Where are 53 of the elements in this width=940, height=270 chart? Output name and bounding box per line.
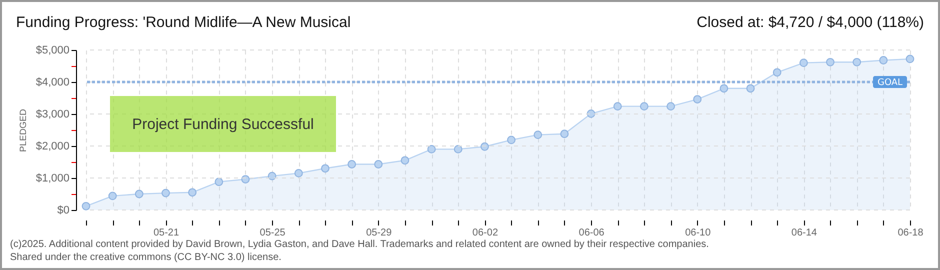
- x-tick-label: 06-06: [578, 228, 605, 238]
- point: [321, 164, 330, 173]
- x-tick-label: 05-25: [260, 228, 286, 238]
- point: [427, 145, 436, 154]
- point: [666, 102, 675, 111]
- x-tick-label: 06-18: [898, 228, 924, 238]
- y-tick-label: $2,000: [36, 140, 70, 152]
- point: [400, 156, 410, 165]
- point: [906, 54, 914, 64]
- point: [613, 102, 622, 111]
- point: [82, 202, 90, 210]
- point: [640, 102, 648, 111]
- text: Shared under the creative commons (CC BY-NC 3.0) license.: [10, 251, 282, 264]
- point: [294, 169, 303, 178]
- point: [852, 58, 862, 66]
- point: [268, 172, 276, 180]
- y-tick-label: $4,000: [36, 76, 70, 88]
- point: [480, 142, 489, 151]
- point: [879, 56, 888, 64]
- x-tick-label: 06-02: [472, 228, 498, 238]
- point: [108, 192, 117, 200]
- chart-subtitle: Closed at: $4,720 / $4,000 (118%): [696, 14, 924, 31]
- chart-title: Funding Progress: 'Round Midlife—A New Musical: [16, 14, 351, 31]
- point: [746, 84, 755, 93]
- point: [374, 160, 383, 168]
- point: [799, 58, 808, 67]
- point: [826, 58, 834, 66]
- point: [162, 188, 170, 198]
- text: (c)2025. Additional content provided by David Brown, Lydia Gaston, and Dave Hall. Trademarks and related content are owned by their respective companies.: [10, 238, 709, 251]
- point: [560, 130, 569, 138]
- point: [772, 68, 782, 77]
- y-tick-label: $0: [57, 204, 70, 216]
- point: [348, 160, 356, 168]
- point: [188, 188, 197, 197]
- banner: Project Funding Successful: [110, 96, 336, 152]
- point: [214, 178, 224, 186]
- point: [693, 95, 702, 104]
- x-tick-label: 05-29: [366, 228, 392, 238]
- point: [134, 190, 144, 198]
- point: [454, 145, 462, 154]
- point: [586, 109, 596, 118]
- point: [507, 136, 516, 144]
- y-tick-label: $3,000: [36, 108, 70, 120]
- point: [720, 84, 728, 93]
- point: [534, 130, 542, 139]
- x-tick-label: 05-21: [153, 228, 180, 238]
- y-tick-label: $1,000: [36, 172, 70, 184]
- y-axis-title: PLEDGED: [18, 108, 28, 152]
- x-tick-label: 06-10: [685, 228, 712, 238]
- point: [241, 175, 250, 184]
- y-tick-label: $5,000: [36, 44, 70, 56]
- x-tick-label: 06-14: [791, 228, 818, 238]
- ref-line-label: GOAL: [877, 78, 903, 88]
